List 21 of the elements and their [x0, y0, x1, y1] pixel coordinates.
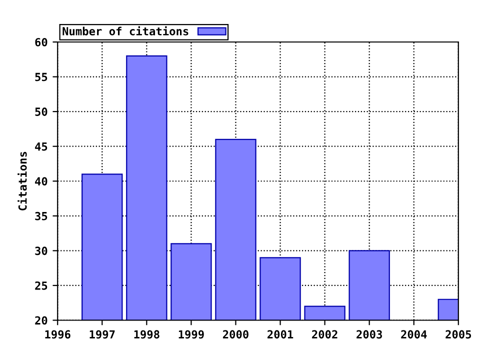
y-tick-label: 45 [35, 142, 48, 151]
x-tick-label: 1999 [178, 330, 204, 339]
y-axis-title: Citations [18, 152, 27, 210]
y-tick-label: 55 [35, 72, 48, 82]
x-tick-label: 1997 [90, 330, 115, 339]
x-tick-label: 1996 [45, 330, 70, 339]
x-tick-label: 2000 [222, 330, 248, 339]
y-tick-label: 60 [35, 38, 48, 46]
y-tick-label: 20 [35, 316, 48, 325]
legend-label: Number of citations [62, 26, 188, 36]
x-tick-label: 2001 [268, 330, 294, 339]
y-tick-label: 35 [35, 212, 48, 220]
x-tick-label: 2004 [401, 330, 427, 339]
y-tick-label: 50 [35, 108, 48, 116]
y-tick-label: 25 [35, 281, 48, 290]
x-tick-label: 2005 [446, 330, 472, 339]
x-tick-label: 2002 [312, 330, 338, 339]
x-tick-label: 2003 [356, 330, 382, 339]
y-tick-label: 30 [35, 246, 48, 256]
x-tick-label: 1998 [134, 330, 160, 339]
y-tick-label: 40 [35, 177, 48, 186]
